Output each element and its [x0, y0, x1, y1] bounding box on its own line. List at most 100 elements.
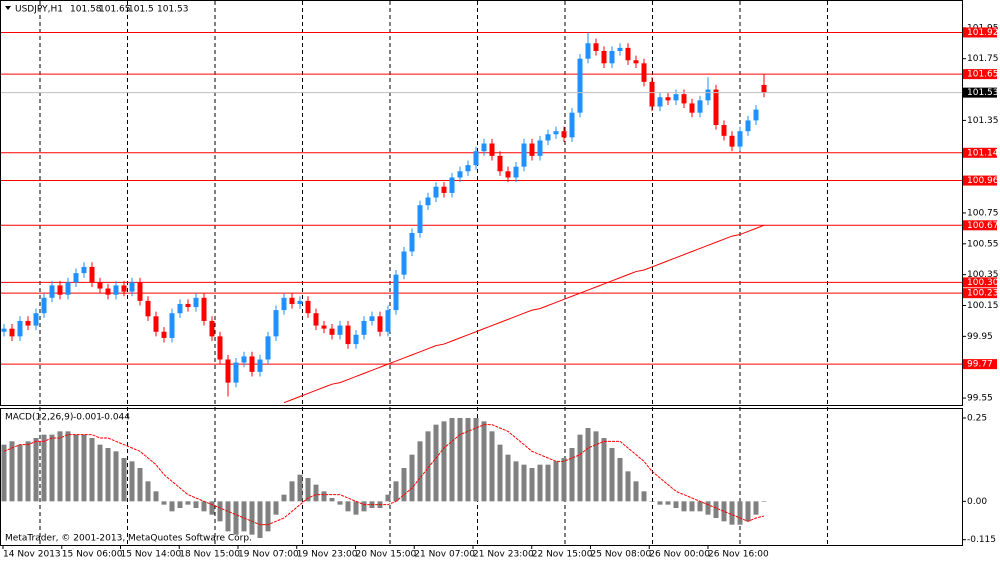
- macd-bar: [289, 481, 295, 502]
- macd-bar: [321, 491, 327, 502]
- candle-body: [569, 112, 575, 138]
- x-tick-label: 22 Nov 15:00: [532, 550, 593, 560]
- candle-body: [153, 316, 159, 332]
- dropdown-icon: [5, 6, 11, 10]
- y-tick-label: 99.55: [967, 394, 993, 404]
- ohlc-high: 101.65: [99, 5, 131, 15]
- candle-body: [649, 81, 655, 107]
- candle-body: [81, 266, 87, 274]
- candle-body: [49, 285, 55, 298]
- macd-bar: [153, 491, 159, 502]
- macd-bar: [409, 454, 415, 502]
- macd-bar: [641, 491, 647, 502]
- candle-body: [753, 109, 759, 121]
- x-tick-label: 21 Nov 23:00: [473, 550, 534, 560]
- macd-bar: [313, 484, 319, 502]
- macd-bar: [417, 441, 423, 502]
- macd-bar: [217, 501, 223, 522]
- macd-bar: [337, 501, 343, 505]
- candle-body: [249, 356, 255, 372]
- moving-average: [283, 224, 765, 404]
- macd-bar: [81, 434, 87, 502]
- candle-body: [433, 186, 439, 198]
- macd-bar: [121, 458, 127, 502]
- candle-body: [729, 135, 735, 147]
- x-tick-label: 18 Nov 15:00: [179, 550, 240, 560]
- candle-body: [89, 266, 95, 283]
- level-tag: [963, 359, 997, 370]
- candle-body: [505, 171, 511, 178]
- candle-body: [497, 155, 503, 172]
- level-label: 100.23: [967, 289, 999, 299]
- macd-value: -0.001: [73, 413, 102, 423]
- level-label: 99.77: [967, 360, 993, 370]
- macd-bar: [457, 418, 463, 502]
- candle-body: [105, 288, 111, 295]
- candle-body: [281, 297, 287, 311]
- level-tag: [963, 288, 997, 299]
- x-tick-label: 25 Nov 08:00: [591, 550, 652, 560]
- candle-body: [121, 285, 127, 292]
- macd-bar: [601, 438, 607, 502]
- candle-body: [385, 310, 391, 332]
- macd-bar: [465, 418, 471, 502]
- candle-body: [209, 320, 215, 337]
- candle-body: [641, 63, 647, 82]
- candle-body: [657, 97, 663, 107]
- ohlc-low: 101.5: [128, 5, 154, 15]
- macd-bar: [697, 501, 703, 512]
- candle-body: [145, 300, 151, 317]
- level-label: 101.65: [967, 70, 999, 80]
- candle-body: [665, 97, 671, 101]
- candle-body: [481, 143, 487, 152]
- macd-bar: [593, 431, 599, 502]
- macd-bar: [49, 434, 55, 502]
- candle-body: [353, 334, 359, 345]
- macd-bar: [33, 438, 39, 502]
- candle-body: [585, 43, 591, 59]
- candle-body: [241, 356, 247, 363]
- candle-body: [25, 320, 31, 326]
- macd-bar: [585, 428, 591, 502]
- candle-body: [537, 140, 543, 156]
- candle-body: [177, 303, 183, 314]
- macd-bar: [617, 458, 623, 502]
- macd-bar: [569, 448, 575, 502]
- candle-body: [441, 186, 447, 193]
- macd-bar: [673, 501, 679, 508]
- candle-body: [233, 362, 239, 383]
- level-tag: [963, 27, 997, 38]
- macd-bar: [745, 501, 751, 522]
- candle-body: [73, 273, 79, 283]
- macd-bar: [161, 501, 167, 505]
- macd-bar: [265, 501, 271, 532]
- macd-bar: [1, 444, 7, 502]
- x-tick-label: 21 Nov 07:00: [414, 550, 475, 560]
- macd-bar: [577, 434, 583, 502]
- y-tick-label: 101.75: [967, 54, 999, 64]
- macd-bar: [497, 444, 503, 502]
- macd-bar: [249, 501, 255, 535]
- candle-body: [713, 89, 719, 126]
- macd-bar: [209, 501, 215, 515]
- macd-bar: [489, 431, 495, 502]
- macd-bar: [425, 431, 431, 502]
- candle-body: [617, 47, 623, 51]
- candle-body: [129, 282, 135, 292]
- x-tick-label: 14 Nov 2013: [3, 550, 61, 560]
- candle-body: [1, 328, 7, 332]
- candle-body: [529, 143, 535, 156]
- x-tick-label: 19 Nov 23:00: [297, 550, 358, 560]
- candle-body: [545, 134, 551, 141]
- macd-bar: [281, 494, 287, 502]
- y-tick-label: 100.15: [967, 301, 999, 311]
- macd-bar: [241, 501, 247, 532]
- macd-bar: [89, 438, 95, 502]
- macd-bar: [9, 441, 15, 502]
- copyright: MetaTrader, © 2001-2013, MetaQuotes Soft…: [5, 534, 252, 544]
- y-tick-label: 100.55: [967, 239, 999, 249]
- level-tag: [963, 277, 997, 288]
- candle-body: [377, 316, 383, 332]
- candle-body: [289, 297, 295, 304]
